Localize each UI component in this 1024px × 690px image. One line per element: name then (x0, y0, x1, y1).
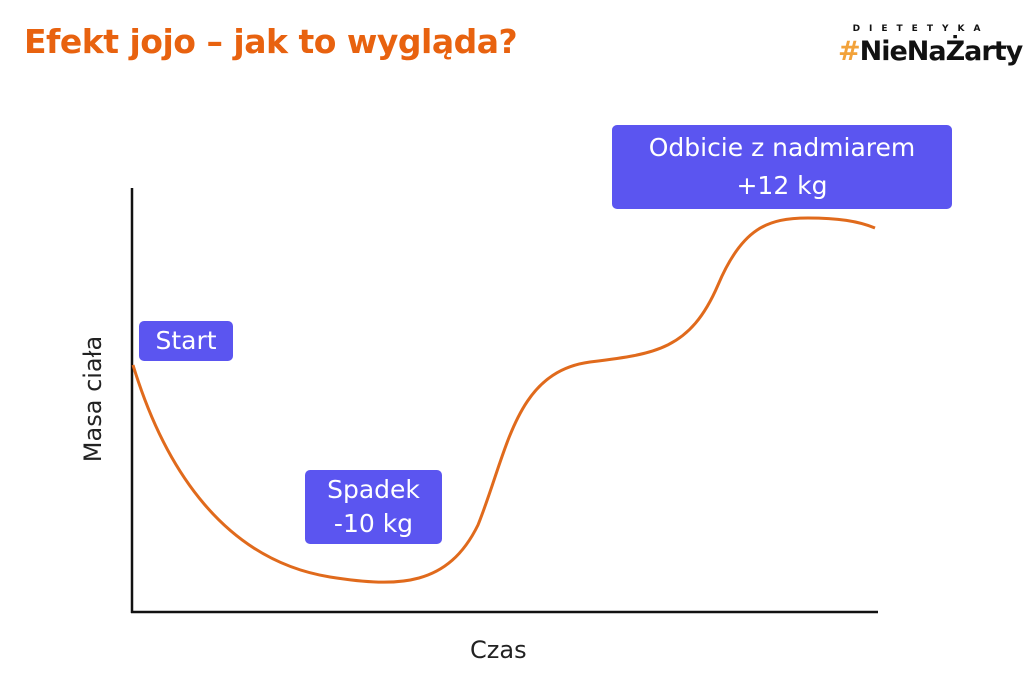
logo-hash: # (838, 36, 861, 67)
weight-curve (131, 216, 876, 584)
start-label: Start (139, 321, 233, 361)
page-title: Efekt jojo – jak to wygląda? (24, 22, 518, 61)
x-axis-label: Czas (470, 636, 527, 664)
rebound-label: Odbicie z nadmiarem +12 kg (612, 125, 952, 209)
y-axis-label: Masa ciała (79, 335, 107, 463)
logo-name: #NieNaŻarty (838, 36, 1023, 68)
logo: DIETETYKA #NieNaŻarty (838, 24, 1023, 68)
logo-text: NieNaŻarty (859, 36, 1024, 67)
logo-subtitle: DIETETYKA (852, 24, 990, 34)
drop-label-value: -10 kg (333, 509, 414, 538)
drop-label-title: Spadek (327, 475, 420, 504)
rebound-label-title: Odbicie z nadmiarem (648, 133, 916, 162)
drop-label: Spadek -10 kg (305, 470, 442, 544)
rebound-label-value: +12 kg (736, 171, 828, 200)
